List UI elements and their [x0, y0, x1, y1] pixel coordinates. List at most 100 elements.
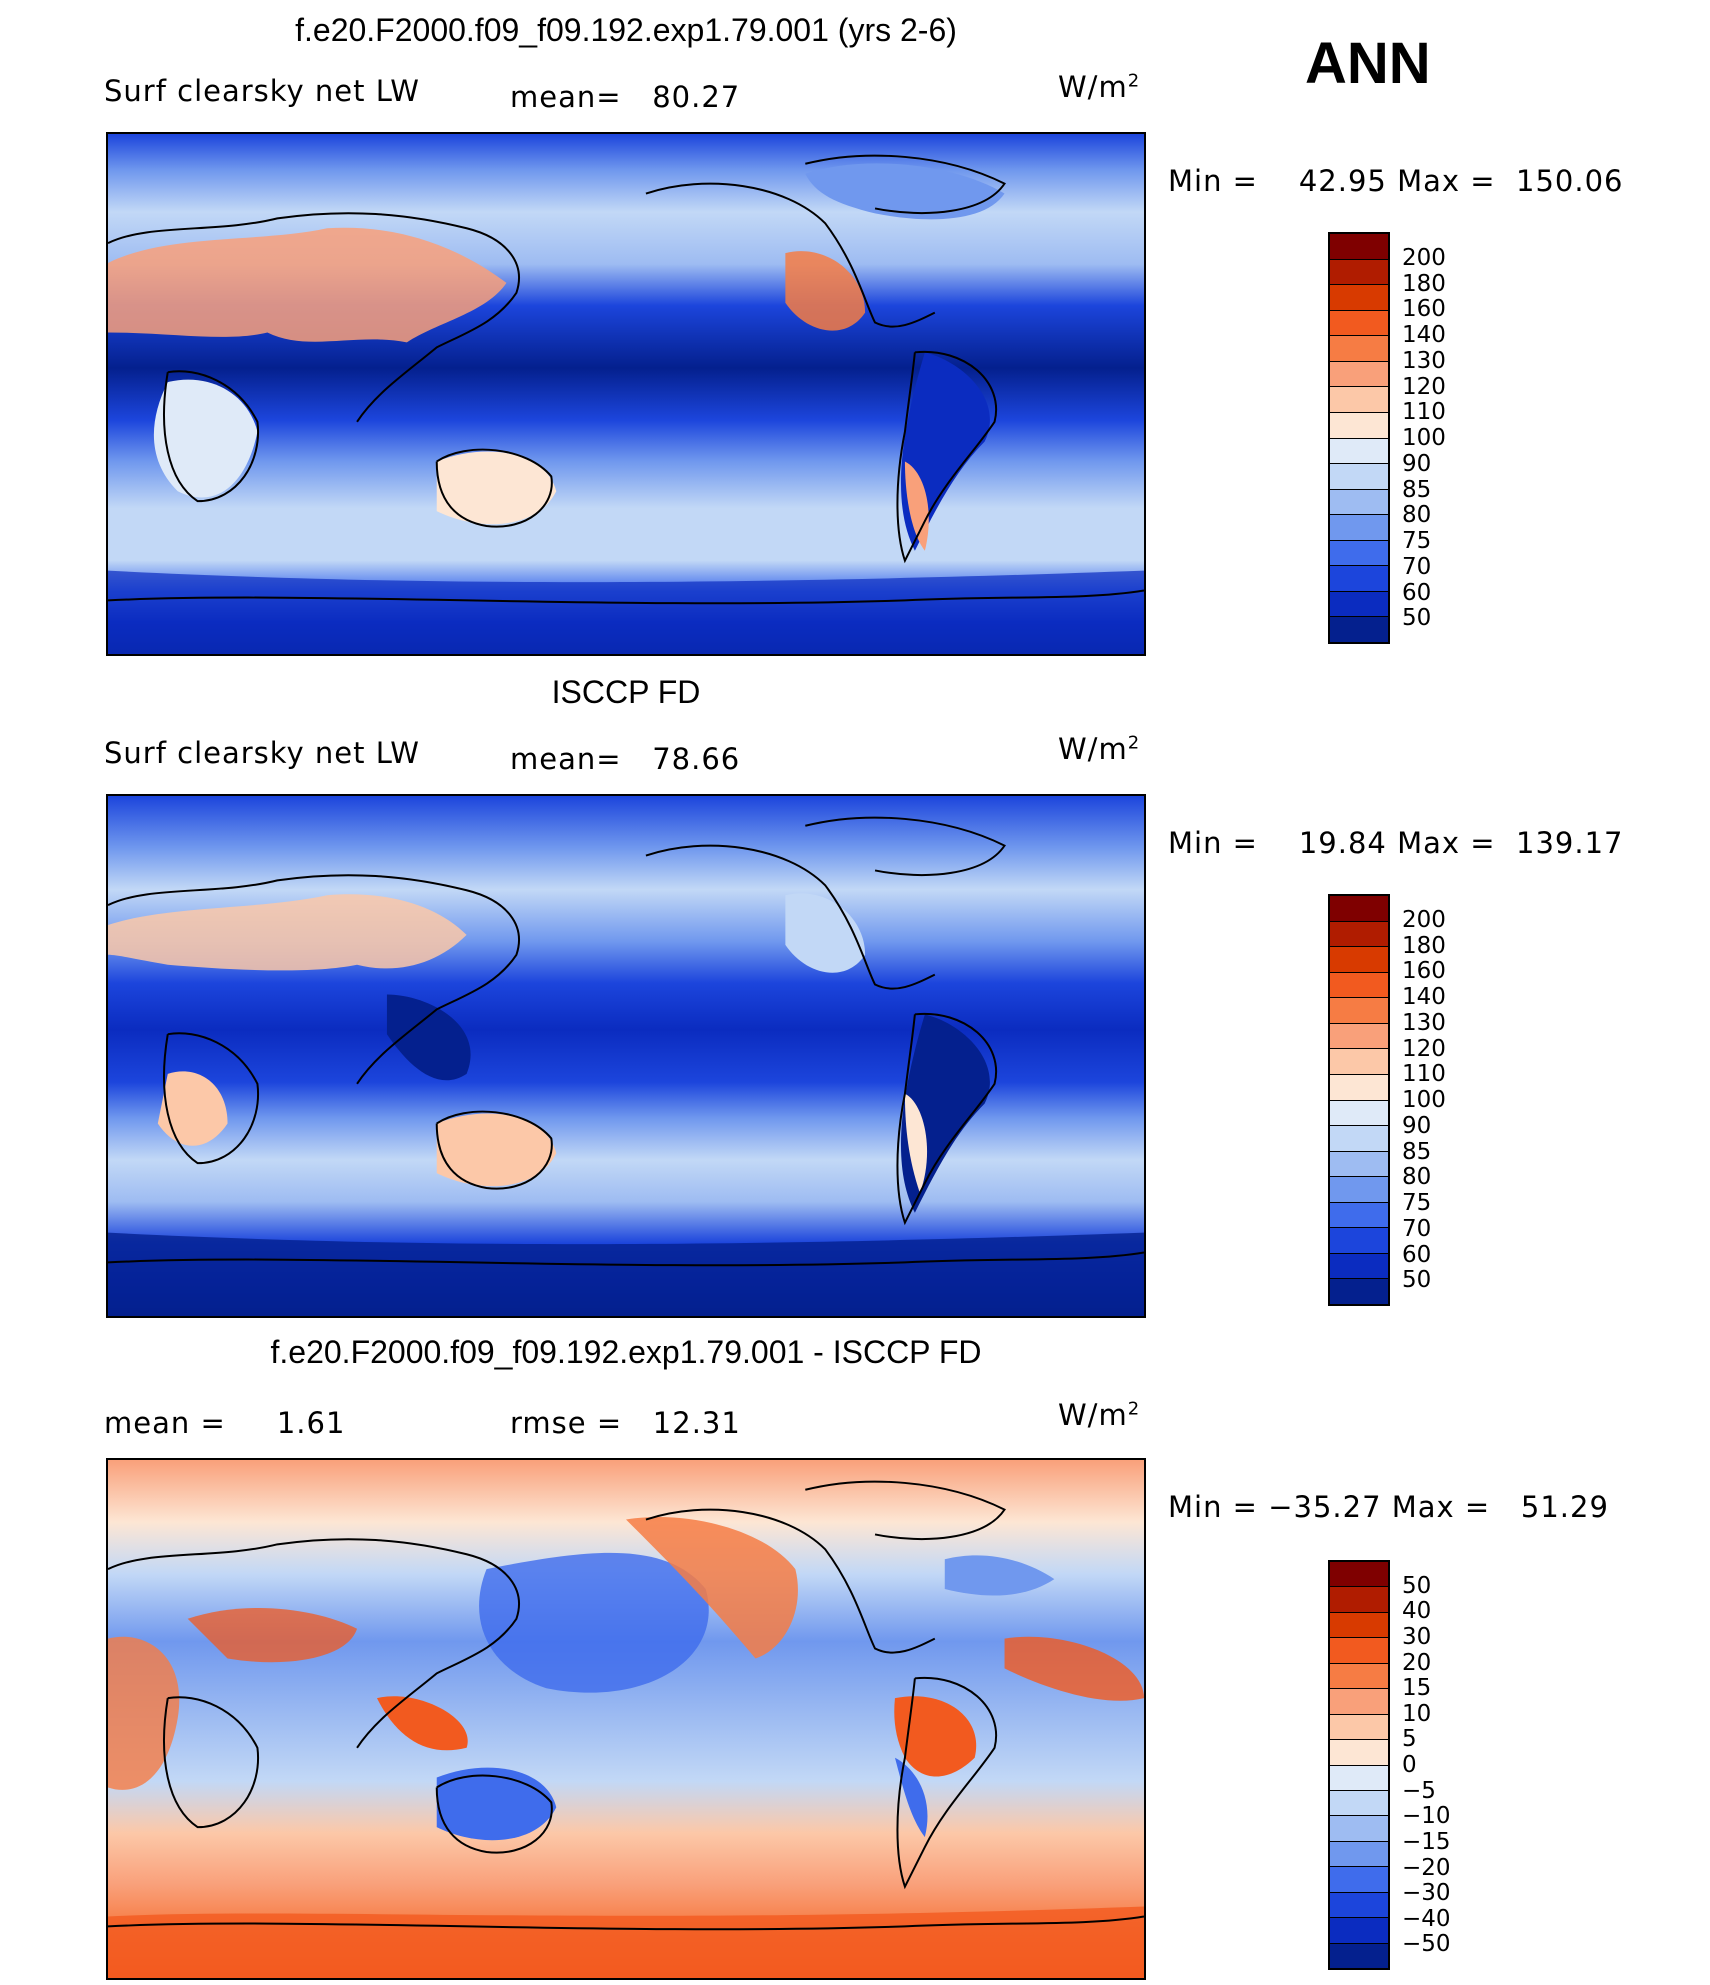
panel-3-colorbar [1328, 1560, 1390, 1970]
colorbar-tick-label: 180 [1402, 270, 1446, 297]
colorbar-tick-label: 200 [1402, 906, 1446, 933]
colorbar-segment [1330, 1126, 1388, 1152]
colorbar-tick-label: 90 [1402, 450, 1432, 477]
colorbar-tick-label: 70 [1402, 1215, 1432, 1242]
colorbar-segment [1330, 1841, 1388, 1868]
colorbar-segment [1330, 1740, 1388, 1766]
colorbar-tick-label: −40 [1402, 1905, 1451, 1932]
colorbar-segment [1330, 1151, 1388, 1178]
colorbar-tick-label: 50 [1402, 605, 1432, 632]
panel-2-mean-label: mean= [510, 742, 622, 776]
colorbar-segment [1330, 1177, 1388, 1203]
colorbar-segment [1330, 1023, 1388, 1050]
colorbar-tick-label: 50 [1402, 1572, 1432, 1599]
colorbar-segment [1330, 361, 1388, 388]
colorbar-tick-label: 0 [1402, 1752, 1417, 1778]
colorbar-tick-label: 75 [1402, 528, 1432, 554]
panel-1-min-label: Min = [1168, 164, 1258, 198]
panel-1-max-value: 150.06 [1516, 164, 1624, 198]
colorbar-tick-label: 85 [1402, 476, 1432, 503]
colorbar-segment [1330, 1074, 1388, 1101]
panel-2-variable-label: Surf clearsky net LW [104, 736, 420, 770]
panel-1-title: f.e20.F2000.f09_f09.192.exp1.79.001 (yrs… [295, 12, 957, 48]
panel-3-rmse-value: 12.31 [652, 1406, 741, 1440]
colorbar-segment [1330, 1943, 1388, 1968]
panel-3-max-label: Max = [1391, 1490, 1491, 1524]
colorbar-tick-label: 140 [1402, 322, 1446, 348]
colorbar-tick-label: 200 [1402, 244, 1446, 271]
colorbar-tick-label: 50 [1402, 1267, 1432, 1294]
colorbar-tick-label: 120 [1402, 373, 1446, 400]
panel-3-minmax: Min = −35.27 Max = 51.29 [1168, 1490, 1609, 1524]
colorbar-tick-label: 60 [1402, 579, 1432, 606]
panel-2-title: ISCCP FD [551, 674, 701, 710]
colorbar-segment [1330, 438, 1388, 465]
colorbar-tick-label: 40 [1402, 1598, 1432, 1625]
colorbar-segment [1330, 998, 1388, 1024]
colorbar-segment [1330, 1049, 1388, 1075]
colorbar-segment [1330, 412, 1388, 439]
colorbar-tick-label: 80 [1402, 502, 1432, 529]
panel-3-rmse-label: rmse = [510, 1406, 623, 1440]
panel-1-unit-exp: 2 [1127, 70, 1141, 92]
season-label: ANN [1305, 31, 1431, 96]
panel-1-max-label: Max = [1397, 164, 1496, 198]
panel-3-unit-exp: 2 [1127, 1398, 1141, 1420]
panel-1-unit: W/m2 [1058, 70, 1140, 104]
colorbar-tick-label: −50 [1402, 1931, 1451, 1958]
colorbar-segment [1330, 1587, 1388, 1613]
colorbar-segment [1330, 896, 1388, 922]
colorbar-tick-label: 80 [1402, 1164, 1432, 1191]
panel-3-min-label: Min = [1168, 1490, 1258, 1524]
colorbar-segment [1330, 1765, 1388, 1791]
panel-1-colorbar [1328, 232, 1390, 644]
panel-1-unit-base: W/m [1058, 70, 1128, 104]
colorbar-segment [1330, 1100, 1388, 1127]
panel-3-map-svg [108, 1460, 1144, 1978]
colorbar-tick-label: 90 [1402, 1112, 1432, 1139]
colorbar-tick-label: 85 [1402, 1138, 1432, 1165]
panel-3-title: f.e20.F2000.f09_f09.192.exp1.79.001 - IS… [270, 1334, 982, 1370]
panel-3-unit-base: W/m [1058, 1398, 1128, 1432]
colorbar-segment [1330, 921, 1388, 948]
panel-1-mean-label: mean= [510, 80, 622, 114]
colorbar-segment [1330, 259, 1388, 286]
panel-3-min-value: −35.27 [1268, 1490, 1382, 1524]
colorbar-tick-label: 110 [1402, 1061, 1446, 1088]
panel-2-mean-value: 78.66 [652, 742, 741, 776]
colorbar-segment [1330, 1253, 1388, 1280]
colorbar-segment [1330, 1867, 1388, 1893]
colorbar-tick-label: 10 [1402, 1700, 1432, 1727]
colorbar-segment [1330, 285, 1388, 311]
colorbar-segment [1330, 1562, 1388, 1588]
colorbar-segment [1330, 234, 1388, 260]
panel-3-rmse: rmse = 12.31 [510, 1406, 741, 1440]
colorbar-segment [1330, 387, 1388, 413]
colorbar-segment [1330, 1689, 1388, 1715]
panel-1-minmax: Min = 42.95 Max = 150.06 [1168, 164, 1624, 198]
panel-3-max-value: 51.29 [1520, 1490, 1609, 1524]
colorbar-tick-label: 5 [1402, 1726, 1417, 1753]
colorbar-tick-label: 70 [1402, 553, 1432, 580]
colorbar-segment [1330, 1714, 1388, 1741]
colorbar-tick-label: 30 [1402, 1623, 1432, 1650]
colorbar-segment [1330, 566, 1388, 592]
panel-3-mean-value: 1.61 [276, 1406, 346, 1440]
colorbar-segment [1330, 1918, 1388, 1944]
colorbar-segment [1330, 540, 1388, 567]
panel-3-mean: mean = 1.61 [104, 1406, 345, 1440]
colorbar-segment [1330, 591, 1388, 618]
colorbar-tick-label: 160 [1402, 296, 1446, 323]
colorbar-segment [1330, 972, 1388, 999]
colorbar-segment [1330, 1228, 1388, 1254]
colorbar-segment [1330, 1279, 1388, 1304]
panel-3-map [106, 1458, 1146, 1980]
panel-2-max-value: 139.17 [1516, 826, 1624, 860]
colorbar-tick-label: 130 [1402, 1009, 1446, 1036]
colorbar-segment [1330, 1816, 1388, 1842]
colorbar-segment [1330, 1663, 1388, 1690]
panel-1-mean: mean= 80.27 [510, 80, 740, 114]
colorbar-tick-label: −10 [1402, 1803, 1451, 1830]
colorbar-tick-label: 110 [1402, 399, 1446, 426]
panel-2-min-label: Min = [1168, 826, 1258, 860]
